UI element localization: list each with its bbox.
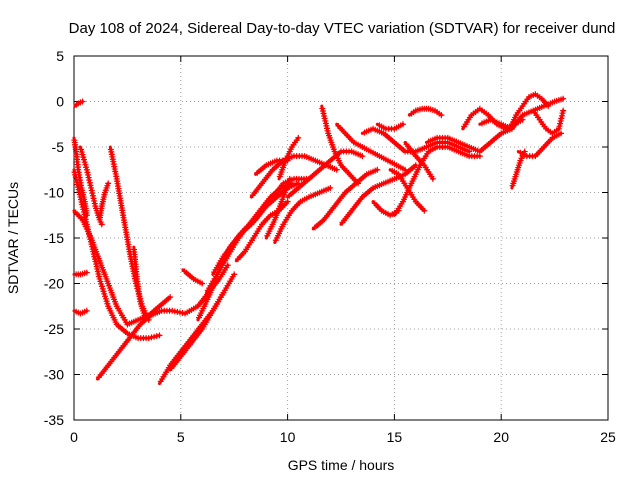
data-point — [558, 112, 565, 119]
series-arc-an — [509, 148, 528, 190]
x-tick-label: 15 — [387, 429, 403, 445]
series-arc-x — [286, 148, 366, 199]
y-tick-label: -30 — [44, 367, 64, 383]
y-tick-label: -5 — [52, 139, 65, 155]
series-arc-v — [272, 184, 334, 245]
series-arc-aj — [424, 125, 515, 155]
data-point — [374, 166, 381, 173]
series-arc-q — [211, 180, 302, 276]
y-tick-label: -10 — [44, 185, 64, 201]
x-tick-label: 0 — [70, 429, 78, 445]
data-point — [429, 175, 436, 182]
x-axis-label: GPS time / hours — [288, 457, 395, 473]
x-tick-label: 25 — [600, 429, 616, 445]
series-arc-ai — [407, 105, 445, 119]
series-arc-u — [264, 175, 293, 240]
y-tick-label: -15 — [44, 230, 64, 246]
series-arc-ah — [403, 140, 436, 182]
x-tick-label: 5 — [177, 429, 185, 445]
series-arc-e — [72, 269, 90, 278]
series-arc-n — [181, 268, 206, 287]
data-point — [199, 280, 206, 287]
data-point — [555, 125, 562, 132]
data-point — [83, 269, 90, 276]
y-tick-label: -25 — [44, 321, 64, 337]
series-arc-j — [131, 245, 152, 323]
axis-ticks: 0 5 10 15 20 25 5 0 -5 -10 -15 -20 -25 -30 -35 — [44, 48, 616, 445]
data-point — [153, 333, 160, 340]
grid-lines — [74, 56, 608, 420]
y-axis-label: SDTVAR / TECUs — [5, 182, 21, 294]
data-point — [231, 271, 238, 278]
series-line — [320, 104, 360, 185]
series-arc-w — [276, 134, 302, 181]
series-arc-ap — [531, 107, 567, 137]
y-tick-label: -20 — [44, 276, 64, 292]
series-arc-ag — [392, 144, 483, 217]
data-point — [558, 130, 565, 137]
series-arc-am — [507, 91, 552, 131]
data-point — [83, 307, 90, 314]
series-arc-f — [72, 307, 90, 317]
data-point — [79, 98, 86, 105]
data-point — [560, 107, 567, 114]
series-arc-ab — [339, 162, 419, 226]
data-point — [327, 184, 334, 191]
data-point — [105, 180, 112, 187]
data-point — [355, 180, 362, 187]
data-point — [148, 334, 155, 341]
data-point — [421, 207, 428, 214]
x-tick-label: 20 — [493, 429, 509, 445]
data-point — [156, 332, 163, 339]
series-line — [168, 272, 236, 372]
y-tick-label: -35 — [44, 412, 64, 428]
data-point — [560, 95, 567, 102]
data-point — [286, 175, 293, 182]
data-point — [145, 335, 152, 342]
data-series — [71, 91, 567, 386]
data-point — [295, 134, 302, 141]
data-point — [399, 121, 406, 128]
series-arc-aa — [335, 122, 409, 173]
data-point — [167, 294, 174, 301]
x-tick-label: 10 — [280, 429, 296, 445]
series-arc-a — [73, 98, 86, 108]
chart-title: Day 108 of 2024, Sidereal Day-to-day VTE… — [69, 20, 616, 37]
data-point — [545, 103, 552, 110]
data-point — [359, 153, 366, 160]
data-point — [284, 198, 291, 205]
data-point — [98, 221, 105, 228]
data-point — [438, 112, 445, 119]
series-arc-z — [319, 104, 362, 187]
data-point — [151, 333, 158, 340]
data-point — [333, 166, 340, 173]
series-arc-ad — [375, 121, 406, 132]
y-tick-label: 0 — [56, 94, 64, 110]
series-arc-p — [204, 180, 295, 295]
data-point — [224, 262, 231, 269]
series-line — [196, 177, 311, 322]
series-arc-y — [311, 166, 381, 231]
series-arc-h — [96, 180, 112, 222]
series-arc-m — [168, 271, 238, 372]
series-arc-ao — [516, 130, 565, 160]
y-tick-label: 5 — [56, 48, 64, 64]
series-arc-o — [195, 175, 312, 322]
